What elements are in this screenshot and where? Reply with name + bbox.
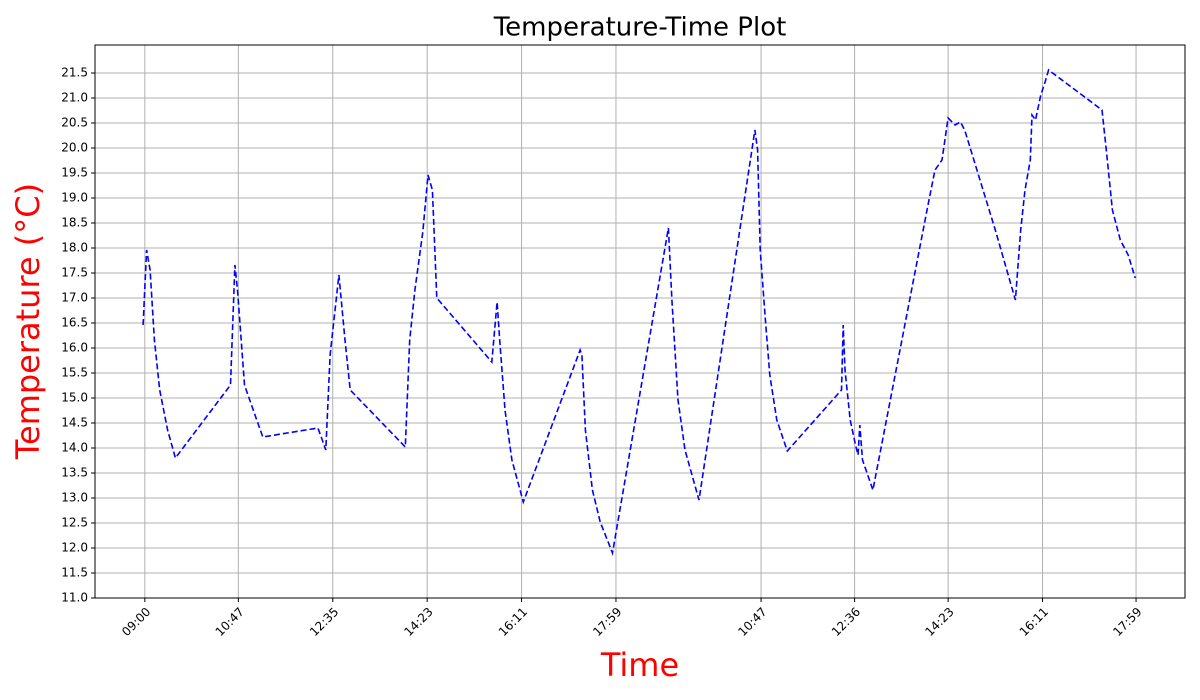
data-line	[142, 68, 1136, 556]
y-tick-label: 20.5	[61, 116, 88, 130]
y-tick-label: 17.0	[61, 291, 88, 305]
x-tick-label: 09:00	[119, 605, 153, 639]
y-tick-label: 14.0	[61, 441, 88, 455]
y-tick-label: 13.0	[61, 491, 88, 505]
x-axis-label: Time	[600, 646, 679, 684]
y-tick-label: 16.5	[61, 316, 88, 330]
x-tick-label: 16:11	[1017, 605, 1051, 639]
y-tick-label: 12.5	[61, 516, 88, 530]
y-tick-label: 20.0	[61, 141, 88, 155]
y-axis-label: Temperature (°C)	[9, 183, 47, 460]
y-tick-label: 21.0	[61, 91, 88, 105]
y-tick-label: 15.0	[61, 391, 88, 405]
x-tick-label: 10:47	[213, 605, 247, 639]
x-tick-label: 10:47	[735, 605, 769, 639]
x-tick-label: 14:23	[922, 605, 956, 639]
x-tick-label: 12:36	[829, 605, 863, 639]
y-tick-label: 18.5	[61, 216, 88, 230]
x-tick-label: 14:23	[401, 605, 435, 639]
x-tick-label: 12:35	[307, 605, 341, 639]
y-tick-label: 11.5	[61, 566, 88, 580]
y-tick-label: 13.5	[61, 466, 88, 480]
y-tick-label: 12.0	[61, 541, 88, 555]
y-tick-label: 19.5	[61, 166, 88, 180]
x-tick-label: 17:59	[590, 605, 624, 639]
y-tick-label: 21.5	[61, 66, 88, 80]
plot-frame	[94, 44, 1186, 599]
y-tick-label: 14.5	[61, 416, 88, 430]
y-tick-label: 11.0	[61, 591, 88, 605]
x-tick-label: 16:11	[496, 605, 530, 639]
y-tick-label: 16.0	[61, 341, 88, 355]
y-tick-label: 15.5	[61, 366, 88, 380]
y-tick-label: 19.0	[61, 191, 88, 205]
chart-title: Temperature-Time Plot	[493, 13, 787, 43]
x-tick-label: 17:59	[1110, 605, 1144, 639]
y-tick-label: 17.5	[61, 266, 88, 280]
y-tick-label: 18.0	[61, 241, 88, 255]
